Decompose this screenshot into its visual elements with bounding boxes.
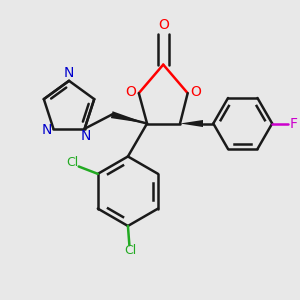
Text: O: O [125, 85, 136, 99]
Text: O: O [158, 18, 169, 32]
Text: N: N [42, 123, 52, 137]
Text: Cl: Cl [66, 157, 78, 169]
Text: N: N [64, 66, 74, 80]
Text: N: N [81, 129, 91, 143]
Polygon shape [111, 111, 147, 124]
Text: F: F [290, 116, 298, 130]
Polygon shape [180, 120, 203, 127]
Text: Cl: Cl [125, 244, 137, 257]
Text: O: O [190, 85, 201, 99]
